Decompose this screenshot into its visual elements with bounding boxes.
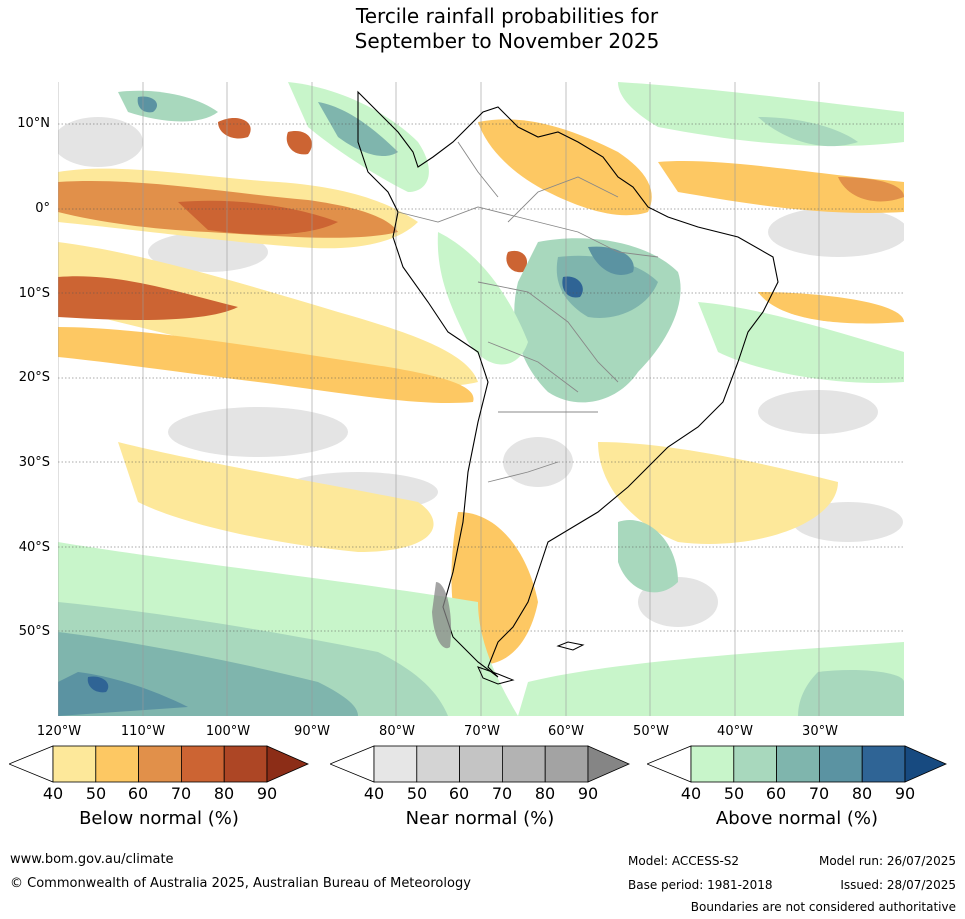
website-link[interactable]: www.bom.gov.au/climate xyxy=(10,852,174,867)
model-run-text: Model run: 26/07/2025 xyxy=(818,854,956,868)
tick: 40 xyxy=(680,784,702,803)
colorbar-above-band-0 xyxy=(690,745,735,783)
lat-label-30s: 30°S xyxy=(18,455,50,470)
copyright-text: © Commonwealth of Australia 2025, Austra… xyxy=(10,876,471,891)
colorbar-near-title: Near normal (%) xyxy=(405,808,555,829)
colorbar-above-band-2 xyxy=(776,745,820,783)
tick: 90 xyxy=(577,784,599,803)
tick: 80 xyxy=(851,784,873,803)
colorbar-near xyxy=(328,744,630,784)
model-text: Model: ACCESS-S2 xyxy=(628,854,740,868)
colorbar-below-high-triangle xyxy=(266,745,309,783)
colorbar-above-low-triangle xyxy=(645,745,692,783)
tick: 80 xyxy=(534,784,556,803)
meridians xyxy=(58,82,820,716)
disclaimer-text: Boundaries are not considered authoritat… xyxy=(690,900,956,914)
colorbar-near-band-1 xyxy=(416,745,461,783)
colorbar-below-title: Below normal (%) xyxy=(79,808,239,829)
colorbar-above-high-triangle xyxy=(904,745,947,783)
tick: 50 xyxy=(85,784,107,803)
tick: 50 xyxy=(406,784,428,803)
lon-label-70w: 70°W xyxy=(464,724,500,739)
colorbar-below-svg xyxy=(7,745,309,783)
lat-label-50s: 50°S xyxy=(18,624,50,639)
lon-label-80w: 80°W xyxy=(379,724,415,739)
lon-label-100w: 100°W xyxy=(205,724,251,739)
base-period-text: Base period: 1981-2018 xyxy=(628,878,773,892)
colorbar-near-band-2 xyxy=(459,745,503,783)
colorbar-near-band-0 xyxy=(373,745,418,783)
colorbar-above-svg xyxy=(645,745,947,783)
lat-label-0: 0° xyxy=(35,201,50,216)
colorbar-above xyxy=(645,744,947,784)
tick: 60 xyxy=(765,784,787,803)
colorbar-below-band-3 xyxy=(180,745,225,783)
title-line-1: Tercile rainfall probabilities for xyxy=(355,4,659,28)
issued-text: Issued: 28/07/2025 xyxy=(840,878,956,892)
lon-label-30w: 30°W xyxy=(802,724,838,739)
country-borders xyxy=(397,141,659,483)
colorbar-near-svg xyxy=(328,745,630,783)
lon-label-50w: 50°W xyxy=(633,724,669,739)
colorbar-below-band-1 xyxy=(95,745,140,783)
tick: 60 xyxy=(127,784,149,803)
map-canvas xyxy=(58,82,904,716)
tick: 40 xyxy=(42,784,64,803)
falkland-islands xyxy=(556,641,585,651)
colorbar-below-band-2 xyxy=(138,745,182,783)
tick: 40 xyxy=(363,784,385,803)
tick: 70 xyxy=(170,784,192,803)
lon-label-90w: 90°W xyxy=(294,724,330,739)
south-america-coastline xyxy=(357,90,779,678)
colorbar-below-band-4 xyxy=(223,745,268,783)
colorbar-below xyxy=(7,744,309,784)
lat-label-40s: 40°S xyxy=(18,540,50,555)
graticule xyxy=(58,123,904,632)
chile-near-normal-patch xyxy=(432,582,452,649)
colorbar-near-band-3 xyxy=(501,745,546,783)
title-line-2: September to November 2025 xyxy=(354,29,660,53)
colorbar-above-title: Above normal (%) xyxy=(715,808,879,829)
tick: 50 xyxy=(723,784,745,803)
tick: 90 xyxy=(256,784,278,803)
tierra-del-fuego xyxy=(477,666,515,685)
colorbar-below-low-triangle xyxy=(7,745,54,783)
colorbar-above-band-1 xyxy=(733,745,778,783)
lon-label-120w: 120°W xyxy=(36,724,82,739)
colorbar-below-band-0 xyxy=(52,745,97,783)
lat-label-10s: 10°S xyxy=(18,286,50,301)
chart-title: Tercile rainfall probabilities for Septe… xyxy=(0,4,965,54)
lat-label-20s: 20°S xyxy=(18,370,50,385)
tick: 70 xyxy=(808,784,830,803)
lon-label-60w: 60°W xyxy=(548,724,584,739)
tick: 90 xyxy=(894,784,916,803)
tick: 70 xyxy=(491,784,513,803)
colorbar-near-high-triangle xyxy=(587,745,630,783)
tick: 60 xyxy=(448,784,470,803)
colorbar-above-band-4 xyxy=(861,745,906,783)
colorbar-near-band-4 xyxy=(544,745,589,783)
tick: 80 xyxy=(213,784,235,803)
colorbar-near-low-triangle xyxy=(328,745,375,783)
lon-label-110w: 110°W xyxy=(120,724,166,739)
lon-label-40w: 40°W xyxy=(717,724,753,739)
colorbar-above-band-3 xyxy=(818,745,863,783)
lat-label-10n: 10°N xyxy=(17,116,50,131)
probability-map xyxy=(58,82,904,716)
